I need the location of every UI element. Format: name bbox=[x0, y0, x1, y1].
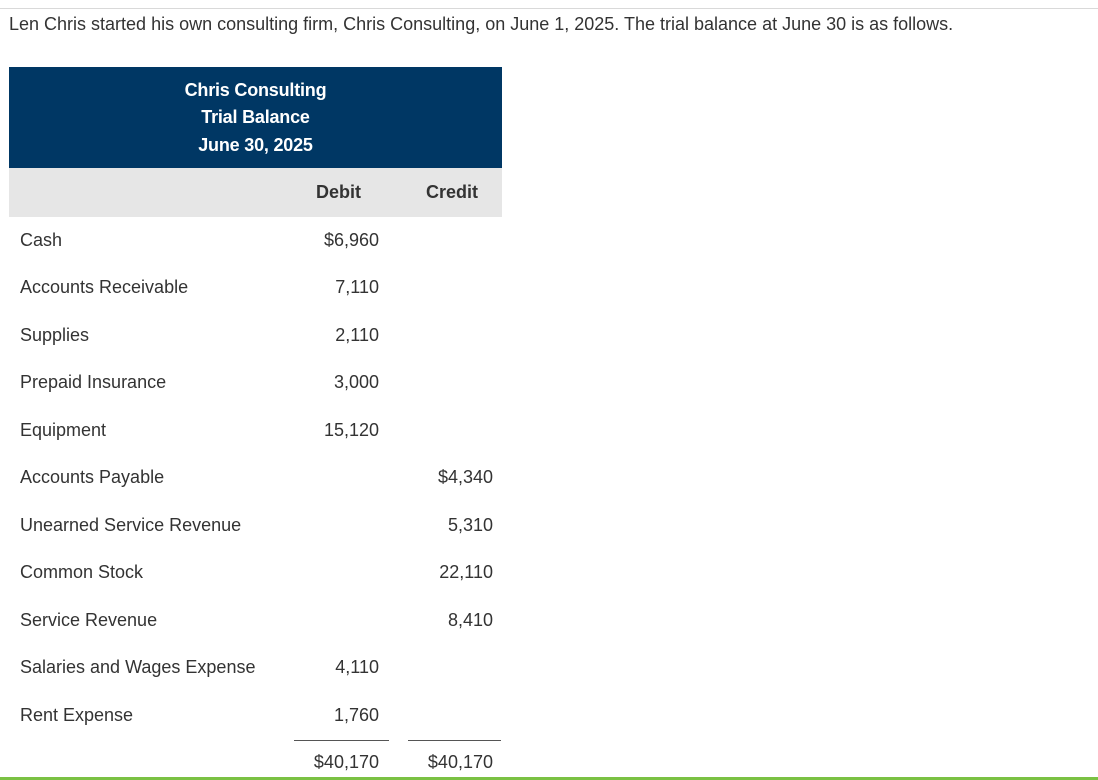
account-name: Rent Expense bbox=[20, 705, 134, 725]
debit-amount: 7,110 bbox=[335, 277, 379, 297]
account-name: Service Revenue bbox=[20, 610, 158, 630]
table-row: Prepaid Insurance 3,000 bbox=[0, 372, 520, 402]
credit-amount: 22,110 bbox=[439, 562, 493, 582]
debit-amount: 2,110 bbox=[335, 325, 379, 345]
account-name: Accounts Payable bbox=[20, 467, 165, 487]
credit-column-header: Credit bbox=[426, 182, 479, 202]
debit-amount: 3,000 bbox=[333, 372, 379, 392]
table-row: Equipment 15,120 bbox=[0, 420, 520, 450]
column-header-row: Debit Credit bbox=[9, 168, 502, 217]
account-name: Supplies bbox=[20, 325, 90, 345]
account-name: Equipment bbox=[20, 420, 107, 440]
account-name: Prepaid Insurance bbox=[20, 372, 167, 392]
debit-amount: 15,120 bbox=[323, 420, 379, 440]
account-name: Unearned Service Revenue bbox=[20, 515, 242, 535]
account-name: Accounts Receivable bbox=[20, 277, 189, 297]
company-name: Chris Consulting bbox=[184, 80, 327, 100]
table-row: Common Stock 22,110 bbox=[0, 562, 520, 592]
table-row: Salaries and Wages Expense 4,110 bbox=[0, 657, 520, 687]
debit-amount: 1,760 bbox=[333, 705, 379, 725]
debit-column-header: Debit bbox=[316, 182, 361, 202]
table-row: Service Revenue 8,410 bbox=[0, 610, 520, 640]
table-row: Supplies 2,110 bbox=[0, 325, 520, 355]
bottom-accent-bar bbox=[0, 777, 1098, 780]
table-row: Cash $6,960 bbox=[0, 230, 520, 260]
credit-amount: 8,410 bbox=[447, 610, 493, 630]
account-name: Common Stock bbox=[20, 562, 144, 582]
debit-total: $40,170 bbox=[313, 752, 379, 772]
top-divider bbox=[0, 8, 1098, 9]
account-name: Salaries and Wages Expense bbox=[20, 657, 256, 677]
totals-row: $40,170 $40,170 bbox=[0, 752, 520, 780]
debit-total-underline bbox=[294, 740, 389, 741]
table-row: Accounts Receivable 7,110 bbox=[0, 277, 520, 307]
account-name: Cash bbox=[20, 230, 63, 250]
table-row: Unearned Service Revenue 5,310 bbox=[0, 515, 520, 545]
debit-amount: $6,960 bbox=[323, 230, 379, 250]
credit-amount: $4,340 bbox=[437, 467, 493, 487]
debit-amount: 4,110 bbox=[335, 657, 379, 677]
credit-amount: 5,310 bbox=[447, 515, 493, 535]
credit-total-underline bbox=[408, 740, 501, 741]
trial-balance-header: Chris Consulting Trial Balance June 30, … bbox=[9, 67, 502, 168]
intro-text: Len Chris started his own consulting fir… bbox=[9, 14, 954, 34]
credit-total: $40,170 bbox=[427, 752, 493, 772]
statement-date: June 30, 2025 bbox=[198, 135, 313, 155]
statement-title: Trial Balance bbox=[201, 107, 310, 127]
table-row: Accounts Payable $4,340 bbox=[0, 467, 520, 497]
table-row: Rent Expense 1,760 bbox=[0, 705, 520, 735]
